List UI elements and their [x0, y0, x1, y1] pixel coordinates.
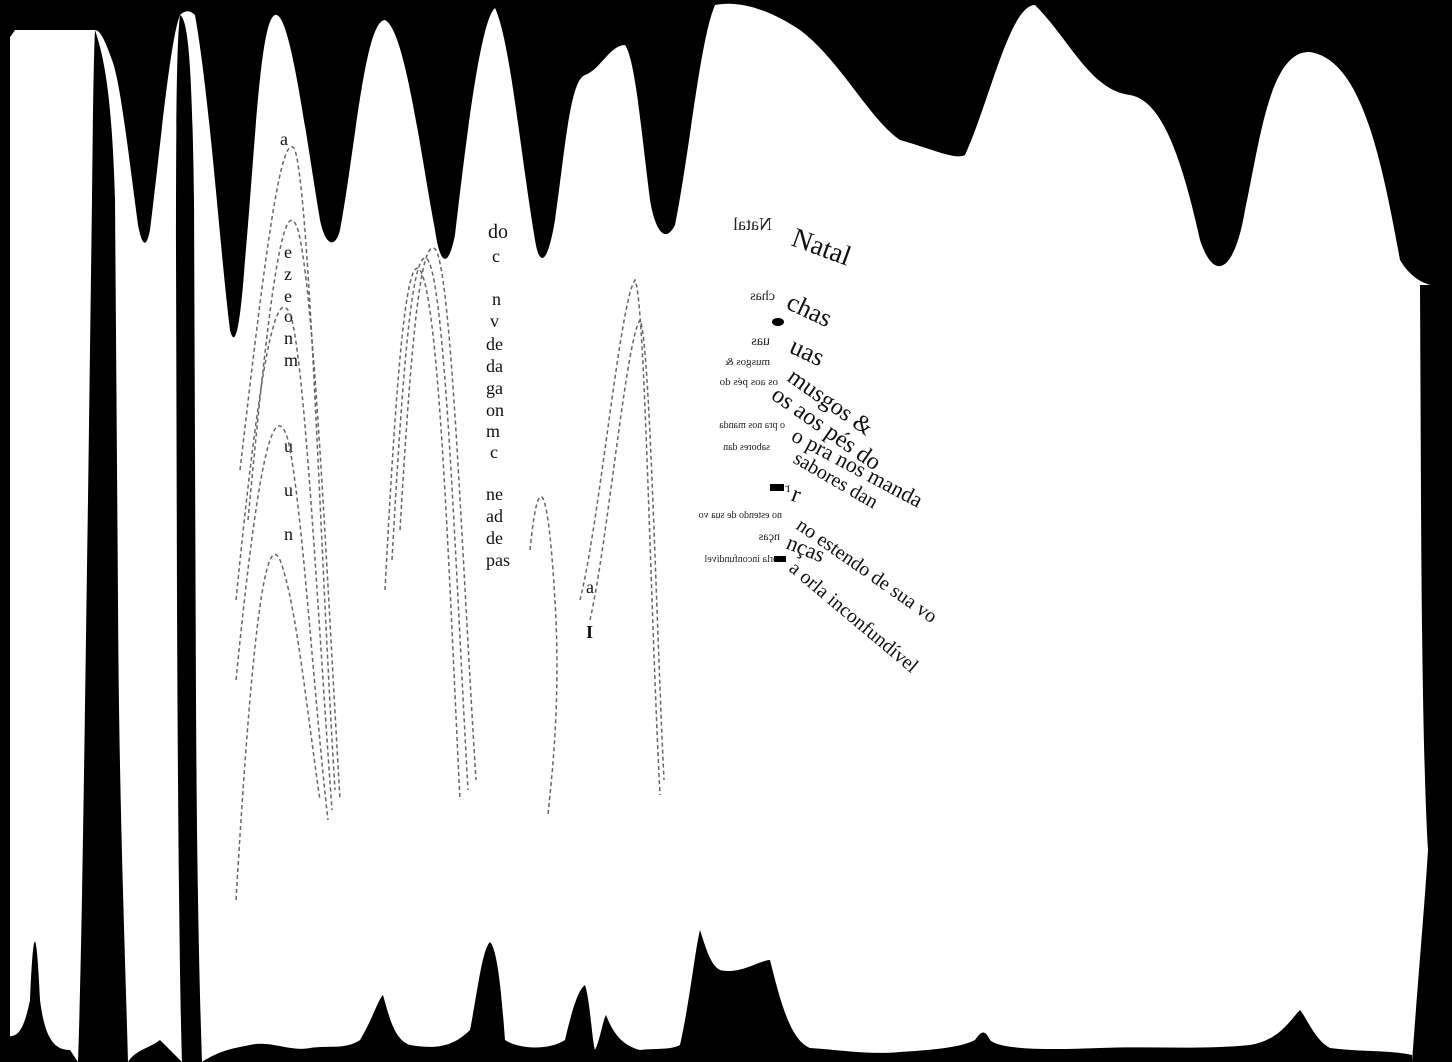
left-ink-edge	[0, 0, 10, 1062]
column-fragment: de	[486, 334, 503, 354]
mirrored-line-7: r	[785, 481, 790, 496]
column-fragments: do c n v de da ga on m c ne ad de pas	[486, 221, 510, 570]
column-fragment: ga	[486, 378, 503, 398]
title-word: Natal	[788, 222, 856, 272]
left-column-letters: a e z e o n m u u n	[280, 129, 298, 544]
column-fragment: m	[486, 421, 500, 441]
mirrored-line-4: os aos pés do	[719, 376, 778, 388]
left-letter: o	[284, 306, 293, 326]
column-fragment: do	[488, 221, 508, 243]
small-fragment: a	[586, 577, 594, 597]
left-letter: n	[284, 524, 293, 544]
mirrored-line-2: uas	[751, 334, 770, 349]
small-fragment: I	[586, 622, 593, 642]
mirrored-line-9: nças	[758, 529, 780, 543]
left-letter: n	[284, 328, 293, 348]
column-fragment: n	[492, 289, 501, 309]
mirrored-line-10: a orla inconfundível	[704, 554, 785, 565]
column-fragment: pas	[486, 550, 510, 570]
column-fragment: c	[490, 442, 498, 462]
mirrored-line-8: no estendo de sua vo	[699, 510, 782, 521]
second-ink-pillar	[176, 15, 202, 1062]
left-letter: z	[284, 264, 292, 284]
left-letter: a	[280, 129, 288, 149]
curved-line-1: chas	[782, 287, 836, 333]
mirrored-line-3: musgos &	[725, 356, 770, 368]
mirrored-line-5: o pra nos manda	[719, 420, 785, 431]
left-letter: u	[284, 480, 293, 500]
title-word-mirrored: Natal	[733, 214, 772, 234]
ink-mark	[770, 484, 784, 491]
column-fragment: on	[486, 400, 504, 420]
column-fragment: de	[486, 528, 503, 548]
mirrored-line-6: sabores dan	[723, 442, 770, 453]
ink-mark	[772, 318, 784, 326]
column-fragment: v	[490, 311, 499, 331]
left-letter: u	[284, 436, 293, 456]
column-fragment: ne	[486, 484, 503, 504]
ink-mark	[774, 556, 786, 562]
mirrored-line-1: chas	[750, 289, 775, 304]
left-ink-pillar	[78, 30, 128, 1062]
bottom-ink-band	[0, 930, 1412, 1062]
column-fragment: c	[492, 246, 500, 266]
curved-line-2: uas	[785, 331, 829, 372]
right-ink-edge	[1412, 285, 1452, 1062]
left-letter: m	[284, 350, 298, 370]
column-fragment: da	[486, 356, 503, 376]
wavy-ghost-strokes	[235, 146, 665, 901]
column-fragment: ad	[486, 506, 503, 526]
curved-text-block: Natal Natal chas uas musgos & os aos pés…	[699, 214, 942, 678]
left-letter: e	[284, 242, 292, 262]
left-letter: e	[284, 286, 292, 306]
